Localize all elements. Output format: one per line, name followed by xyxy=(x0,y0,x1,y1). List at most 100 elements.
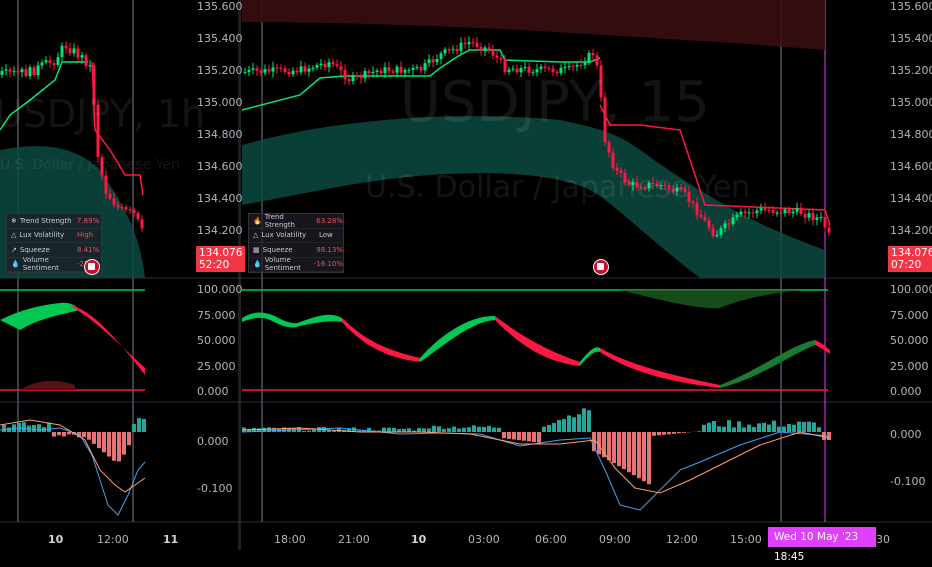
candle-body xyxy=(796,208,799,212)
candle-body xyxy=(828,227,831,232)
candle-body xyxy=(37,65,40,75)
table-label: Lux Volatility xyxy=(261,231,306,239)
histogram-bar xyxy=(622,432,626,469)
candle-body xyxy=(540,67,543,69)
osc-left-green xyxy=(0,303,80,330)
histogram-bar xyxy=(647,432,651,484)
drop-icon: 💧 xyxy=(253,260,262,268)
histogram-bar xyxy=(657,432,661,435)
candle-body xyxy=(348,79,351,81)
candle-body xyxy=(456,49,459,51)
candle-body xyxy=(740,212,743,215)
us-flag-icon[interactable] xyxy=(84,259,100,275)
osc-right-wave1 xyxy=(242,313,300,328)
macd-axis-label: -0.100 xyxy=(890,475,925,488)
price-axis-label: 134.800 xyxy=(197,128,243,141)
histogram-bar xyxy=(742,427,746,432)
candle-body xyxy=(756,210,759,213)
price-axis-label: 135.600 xyxy=(890,0,932,13)
candle-body xyxy=(61,46,64,57)
histogram-bar xyxy=(802,422,806,432)
time-label: 10 xyxy=(411,533,426,546)
candle-body xyxy=(320,64,323,65)
candle-body xyxy=(748,212,751,213)
drop-icon: 💧 xyxy=(11,260,20,268)
candle-body xyxy=(368,71,371,73)
histogram-bar xyxy=(592,432,596,451)
candle-body xyxy=(77,49,80,58)
candle-body xyxy=(308,68,311,71)
osc-right-green3 xyxy=(580,347,600,366)
histogram-bar xyxy=(472,425,476,432)
candle-body xyxy=(85,55,88,66)
histogram-bar xyxy=(737,421,741,432)
price-axis-label: 134.200 xyxy=(197,224,243,237)
candle-body xyxy=(476,43,479,48)
table-label: Squeeze xyxy=(263,246,293,254)
candle-body xyxy=(380,71,383,73)
candle-body xyxy=(81,55,84,57)
candle-body xyxy=(57,57,60,65)
bar-countdown: 52:20 xyxy=(199,259,242,271)
candle-body xyxy=(548,68,551,69)
candle-body xyxy=(356,75,359,76)
histogram-bar xyxy=(142,419,146,432)
histogram-bar xyxy=(2,425,6,432)
histogram-bar xyxy=(682,432,686,433)
histogram-bar xyxy=(797,422,801,432)
histogram-bar xyxy=(137,418,141,432)
histogram-bar xyxy=(467,427,471,432)
table-value: 7.89% xyxy=(73,217,99,225)
time-label: 11 xyxy=(163,533,178,546)
histogram-bar xyxy=(677,432,681,433)
candle-body xyxy=(340,66,343,70)
candle-body xyxy=(460,43,463,51)
histogram-bar xyxy=(582,408,586,432)
us-flag-icon[interactable] xyxy=(593,259,609,275)
candle-body xyxy=(452,49,455,50)
gear-icon: ❄ xyxy=(11,217,17,225)
histogram-bar xyxy=(482,427,486,432)
histogram-bar xyxy=(437,426,441,432)
table-value: Low xyxy=(315,231,333,239)
histogram-bar xyxy=(332,431,336,432)
time-label: 06:00 xyxy=(535,533,567,546)
histogram-bar xyxy=(767,425,771,432)
oscillator-axis-label: 100.000 xyxy=(890,283,932,296)
histogram-bar xyxy=(617,432,621,466)
candle-body xyxy=(328,62,331,67)
candle-body xyxy=(296,71,299,73)
price-axis-label: 134.400 xyxy=(197,192,243,205)
histogram-bar xyxy=(127,432,131,445)
histogram-bar xyxy=(7,428,11,432)
time-label: 18:00 xyxy=(274,533,306,546)
time-label: 12:00 xyxy=(666,533,698,546)
histogram-bar xyxy=(82,432,86,437)
osc-right-green2 xyxy=(420,316,495,362)
histogram-bar xyxy=(712,421,716,432)
candle-body xyxy=(376,71,379,72)
histogram-bar xyxy=(87,432,91,440)
candle-body xyxy=(65,46,68,49)
histogram-bar xyxy=(667,432,671,434)
candle-body xyxy=(780,213,783,214)
candle-body xyxy=(720,228,723,235)
histogram-bar xyxy=(102,432,106,452)
price-axis-label: 135.200 xyxy=(197,64,243,77)
histogram-bar xyxy=(37,424,41,432)
candle-body xyxy=(592,53,595,55)
histogram-bar xyxy=(462,428,466,432)
candle-body xyxy=(572,66,575,67)
histogram-bar xyxy=(302,431,306,432)
oscillator-axis-label: 0.000 xyxy=(197,385,229,398)
triangle-icon: △ xyxy=(11,231,16,239)
table-label: Volume Sentiment xyxy=(265,256,310,272)
histogram-bar xyxy=(17,423,21,432)
candle-body xyxy=(256,68,259,71)
table-label: Lux Volatility xyxy=(19,231,64,239)
candle-body xyxy=(468,42,471,44)
candle-body xyxy=(137,213,140,219)
candle-body xyxy=(480,47,483,50)
histogram-bar xyxy=(552,423,556,432)
